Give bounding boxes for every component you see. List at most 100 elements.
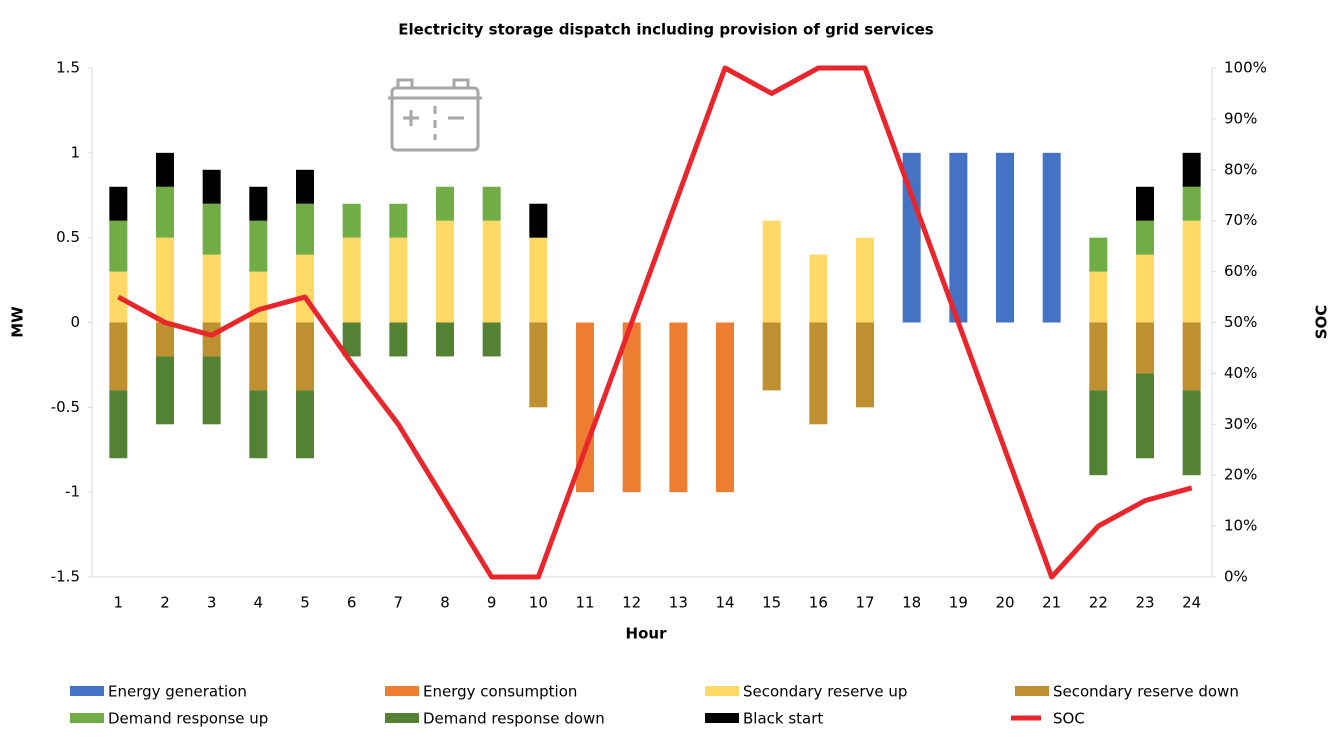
bar-segment	[389, 237, 408, 323]
legend-label: Demand response down	[423, 710, 605, 728]
y2-tick-label: 100%	[1224, 59, 1267, 77]
x-tick-label: 11	[575, 594, 594, 612]
bar-segment	[482, 220, 501, 323]
bar-segment	[296, 254, 314, 323]
y-tick-label: 1.5	[56, 59, 80, 77]
bar-segment	[249, 186, 268, 221]
bar-segment	[1182, 390, 1201, 476]
x-tick-label: 10	[529, 594, 548, 612]
x-tick-label: 9	[487, 594, 497, 612]
legend-swatch	[1015, 686, 1049, 696]
bar-segment	[342, 203, 361, 238]
bar-segment	[1182, 322, 1201, 391]
bar-segment	[296, 203, 314, 255]
x-tick-label: 13	[669, 594, 688, 612]
bar-segment	[1089, 237, 1108, 272]
bar-segment	[436, 322, 454, 357]
bar-segment	[762, 322, 781, 391]
bar-segment	[996, 152, 1014, 323]
bar-segment	[389, 322, 408, 357]
bar-segment	[156, 356, 174, 425]
bar-segment	[576, 322, 594, 493]
bar-segment	[1136, 373, 1154, 459]
y2-tick-label: 30%	[1224, 415, 1257, 433]
bar-segment	[156, 186, 174, 238]
x-tick-label: 8	[440, 594, 450, 612]
y2-tick-label: 90%	[1224, 109, 1257, 127]
bar-segment	[856, 237, 874, 323]
x-tick-label: 19	[949, 594, 968, 612]
y-tick-label: 0	[70, 313, 80, 331]
battery-icon	[382, 72, 482, 154]
bar-segment	[716, 322, 734, 493]
x-tick-label: 14	[715, 594, 734, 612]
bar-segment	[1136, 220, 1154, 255]
y-tick-label: -1.5	[51, 568, 80, 586]
x-tick-label: 7	[394, 594, 404, 612]
x-tick-label: 3	[207, 594, 217, 612]
y2-tick-label: 70%	[1224, 211, 1257, 229]
bar-segment	[109, 220, 128, 272]
bar-segment	[1182, 186, 1201, 221]
bar-segment	[202, 169, 221, 204]
y2-axis-label: SOC	[1313, 305, 1331, 340]
x-tick-label: 16	[809, 594, 828, 612]
y-axis-label: MW	[9, 306, 27, 338]
bar-segment	[529, 203, 548, 238]
bar-segment	[1089, 322, 1108, 391]
bar-segment	[856, 322, 874, 408]
bar-segment	[296, 169, 314, 204]
y-tick-label: -0.5	[51, 398, 80, 416]
x-tick-label: 5	[300, 594, 310, 612]
y2-tick-label: 10%	[1224, 517, 1257, 535]
bar-segment	[622, 322, 641, 493]
y-tick-label: -1	[65, 483, 80, 501]
bar-segment	[482, 322, 501, 357]
legend-label: Energy consumption	[423, 683, 577, 701]
x-tick-label: 15	[762, 594, 781, 612]
x-tick-label: 17	[855, 594, 874, 612]
legend-label: Energy generation	[108, 683, 247, 701]
bar-segment	[436, 186, 454, 221]
bar-segment	[109, 322, 128, 391]
legend-swatch	[70, 686, 104, 696]
bar-segment	[1136, 254, 1154, 323]
bar-segment	[249, 322, 268, 391]
bar-segment	[762, 220, 781, 323]
bar-segment	[1182, 220, 1201, 323]
x-tick-label: 20	[995, 594, 1014, 612]
x-tick-label: 18	[902, 594, 921, 612]
x-tick-label: 4	[254, 594, 264, 612]
bar-segment	[1136, 322, 1154, 374]
bar-segment	[1089, 271, 1108, 323]
legend-swatch	[385, 713, 419, 723]
x-tick-label: 2	[160, 594, 170, 612]
bar-segment	[389, 203, 408, 238]
x-tick-label: 21	[1042, 594, 1061, 612]
x-tick-label: 24	[1182, 594, 1201, 612]
bar-segment	[342, 237, 361, 323]
x-tick-label: 12	[622, 594, 641, 612]
bar-segment	[1042, 152, 1061, 323]
chart-title: Electricity storage dispatch including p…	[398, 21, 934, 39]
x-tick-label: 23	[1135, 594, 1154, 612]
bar-segment	[296, 322, 314, 391]
bar-segment	[1089, 390, 1108, 476]
bar-segment	[249, 390, 268, 459]
y-tick-label: 1	[70, 143, 80, 161]
bar-segment	[342, 322, 361, 357]
bar-segment	[249, 220, 268, 272]
legend-label: SOC	[1053, 710, 1085, 728]
bar-segment	[809, 322, 828, 425]
bar-segment	[902, 152, 921, 323]
x-tick-label: 1	[114, 594, 124, 612]
y2-tick-label: 0%	[1224, 568, 1248, 586]
y-tick-label: 0.5	[56, 228, 80, 246]
bar-segment	[1182, 152, 1201, 187]
legend-swatch	[705, 686, 739, 696]
bar-segment	[949, 152, 968, 323]
legend-label: Secondary reserve up	[743, 683, 907, 701]
bar-segment	[109, 390, 128, 459]
bar-segment	[809, 254, 828, 323]
